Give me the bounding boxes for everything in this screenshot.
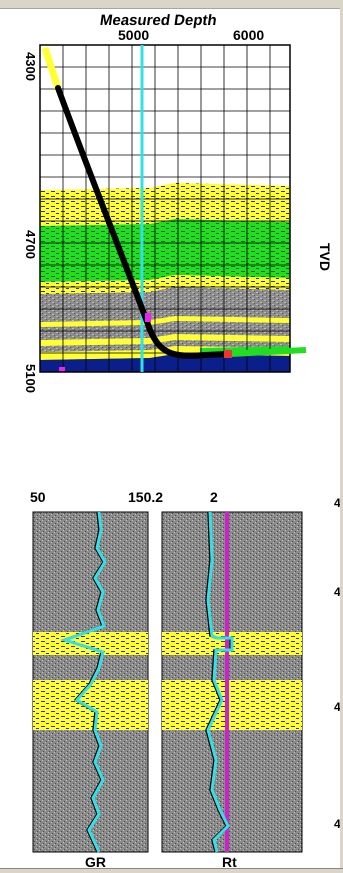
gr-scale-min: 50	[30, 489, 46, 505]
tvd-tick-5100: 5100	[23, 364, 38, 393]
well-path-yellow-start	[41, 46, 62, 90]
rt-track[interactable]	[161, 511, 303, 853]
section-frame	[39, 44, 291, 373]
section-grid	[39, 44, 290, 372]
rt-sand-band-lower	[162, 680, 302, 730]
tvd-tick-4700: 4700	[23, 230, 38, 259]
md-tick-6000: 6000	[233, 27, 265, 43]
gr-curve-shadow	[60, 511, 104, 853]
base-layer	[40, 354, 290, 372]
rt-track-name: Rt	[222, 854, 237, 870]
depth-label: 41	[334, 817, 343, 831]
rt-curve[interactable]	[206, 511, 234, 853]
green-target-layer	[40, 219, 290, 282]
depth-label: 41	[334, 496, 343, 510]
gr-sand-band-upper	[33, 632, 148, 655]
rt-scale-min: 2	[210, 489, 218, 505]
lower-shale-layer	[40, 287, 290, 366]
window-right-edge	[340, 0, 343, 873]
gr-track-name: GR	[85, 854, 106, 870]
depth-label: 41	[334, 700, 343, 714]
md-tick-5000: 5000	[118, 27, 150, 43]
window-top-strip	[0, 0, 343, 9]
gr-scale-max: 150.2	[128, 489, 164, 505]
gr-sand-band-lower	[33, 680, 148, 730]
yellow-stringer-1	[40, 316, 290, 327]
pick-marker-left[interactable]	[59, 367, 65, 371]
strata-layers	[40, 183, 290, 372]
well-path[interactable]	[55, 85, 231, 359]
pick-marker[interactable]	[145, 313, 151, 322]
gr-curve[interactable]	[60, 511, 107, 853]
depth-label: 41	[334, 585, 343, 599]
thin-sand-band	[40, 275, 290, 294]
section-title: Measured Depth	[98, 12, 218, 29]
rt-curve-shadow	[205, 511, 231, 853]
tvd-axis-label: TVD	[317, 243, 333, 271]
yellow-stringer-2	[40, 334, 290, 346]
well-path-lateral	[229, 347, 307, 357]
tvd-tick-4300: 4300	[23, 52, 38, 81]
well-marker[interactable]	[224, 350, 232, 358]
window-bottom-edge	[0, 868, 343, 873]
upper-sand-layer	[40, 183, 290, 226]
gr-track[interactable]	[32, 511, 149, 853]
